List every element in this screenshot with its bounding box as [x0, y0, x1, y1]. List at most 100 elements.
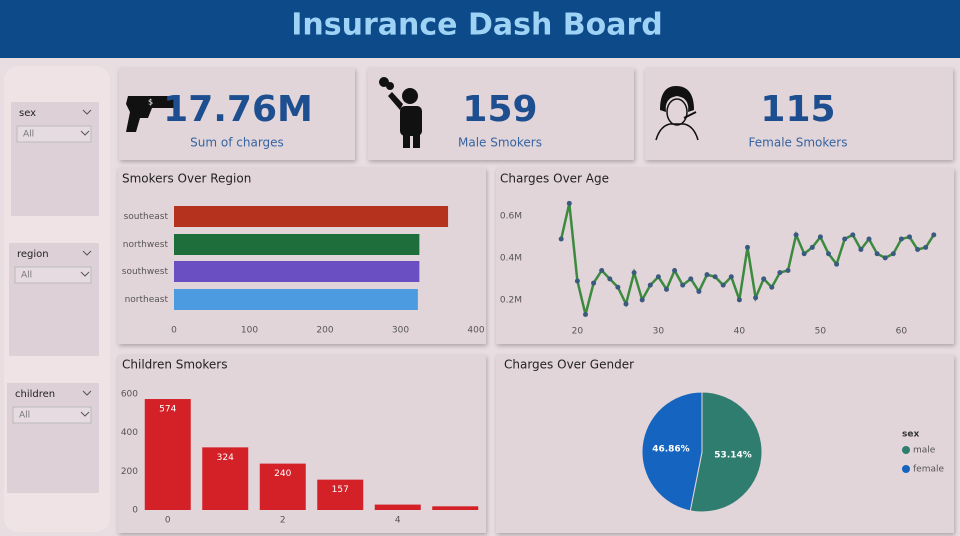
marker: [704, 272, 710, 278]
marker: [923, 244, 929, 250]
x-tick-label: 0: [165, 516, 171, 526]
bar: [174, 289, 418, 310]
marker: [931, 232, 937, 238]
dropdown-value: All: [21, 271, 32, 281]
marker: [558, 236, 564, 242]
x-tick-label: 100: [241, 326, 258, 336]
bar: [259, 463, 306, 510]
marker: [599, 267, 605, 273]
marker: [915, 247, 921, 253]
marker: [753, 295, 759, 301]
bar: [174, 234, 420, 255]
marker: [826, 251, 831, 257]
kpi-value: 115: [760, 89, 835, 130]
marker: [574, 278, 580, 284]
marker: [882, 255, 888, 261]
marker: [858, 247, 864, 253]
marker: [866, 236, 872, 242]
bar: [174, 261, 420, 282]
dropdown[interactable]: [14, 266, 92, 284]
bar: [202, 447, 249, 510]
marker: [583, 312, 588, 318]
marker: [680, 282, 686, 288]
marker: [769, 284, 775, 290]
dropdown[interactable]: [12, 406, 92, 424]
x-tick-label: 400: [467, 326, 484, 336]
x-tick-label: 2: [280, 516, 286, 526]
y-tick-label: 0.4M: [500, 253, 522, 263]
chevron: [82, 109, 92, 115]
chart-title: Charges Over Gender: [504, 358, 634, 372]
marker: [736, 297, 742, 303]
y-tick-label: northeast: [125, 295, 169, 305]
y-tick-label: 200: [121, 467, 138, 477]
slicer: [7, 383, 99, 493]
data-label: 157: [332, 485, 349, 495]
marker: [664, 286, 669, 292]
legend-label: female: [913, 465, 944, 475]
kpi-label: Sum of charges: [190, 136, 284, 150]
x-tick-label: 40: [734, 327, 746, 337]
chart-panel: [118, 168, 486, 344]
data-label: 574: [159, 405, 176, 415]
pie-slice: [641, 391, 703, 512]
bar: [174, 206, 449, 227]
marker: [720, 282, 726, 288]
y-tick-label: southeast: [124, 212, 169, 222]
slicer: [11, 102, 99, 216]
marker: [777, 270, 783, 276]
y-tick-label: southwest: [122, 267, 169, 277]
bar: [144, 399, 191, 510]
x-tick-label: 60: [896, 327, 908, 337]
marker: [809, 244, 815, 250]
y-tick-label: northwest: [123, 240, 169, 250]
marker: [890, 251, 896, 257]
chart-title: Smokers Over Region: [122, 172, 251, 186]
legend-swatch: [902, 465, 910, 473]
slicer-label: sex: [19, 108, 36, 119]
marker: [566, 200, 572, 206]
x-tick-label: 300: [392, 326, 409, 336]
marker: [874, 251, 880, 257]
marker: [696, 288, 702, 294]
chevron: [80, 411, 90, 417]
legend-title: sex: [902, 430, 919, 440]
x-tick-label: 50: [815, 327, 827, 337]
kpi-value: 159: [462, 89, 537, 130]
marker: [785, 267, 791, 273]
x-tick-label: 20: [572, 327, 584, 337]
marker: [793, 232, 799, 238]
bar: [374, 504, 421, 510]
marker: [672, 267, 678, 273]
marker: [898, 236, 904, 242]
slicer-label: region: [17, 249, 49, 260]
kpi-card: [645, 68, 953, 160]
chevron: [80, 130, 90, 136]
marker: [639, 297, 645, 303]
marker: [647, 282, 653, 288]
marker: [817, 234, 823, 240]
marker: [842, 236, 848, 242]
marker: [688, 276, 694, 282]
marker: [907, 234, 912, 240]
y-tick-label: 400: [121, 428, 138, 438]
header-bar: [0, 0, 960, 58]
legend-label: male: [913, 446, 936, 456]
dropdown[interactable]: [16, 125, 92, 143]
chart-title: Children Smokers: [122, 358, 227, 372]
slicer: [9, 243, 99, 356]
marker: [591, 280, 597, 286]
marker: [631, 270, 637, 276]
data-label: 46.86%: [652, 444, 690, 454]
y-tick-label: 0: [132, 506, 138, 516]
marker: [745, 244, 750, 250]
dropdown-value: All: [19, 411, 30, 421]
kpi-value: 17.76M: [163, 89, 313, 130]
kpi-label: Male Smokers: [458, 136, 542, 150]
chevron: [82, 250, 92, 256]
smoker-icon: [379, 77, 422, 148]
bar: [317, 479, 364, 510]
x-tick-label: 30: [653, 327, 665, 337]
svg-text:$: $: [148, 98, 153, 107]
